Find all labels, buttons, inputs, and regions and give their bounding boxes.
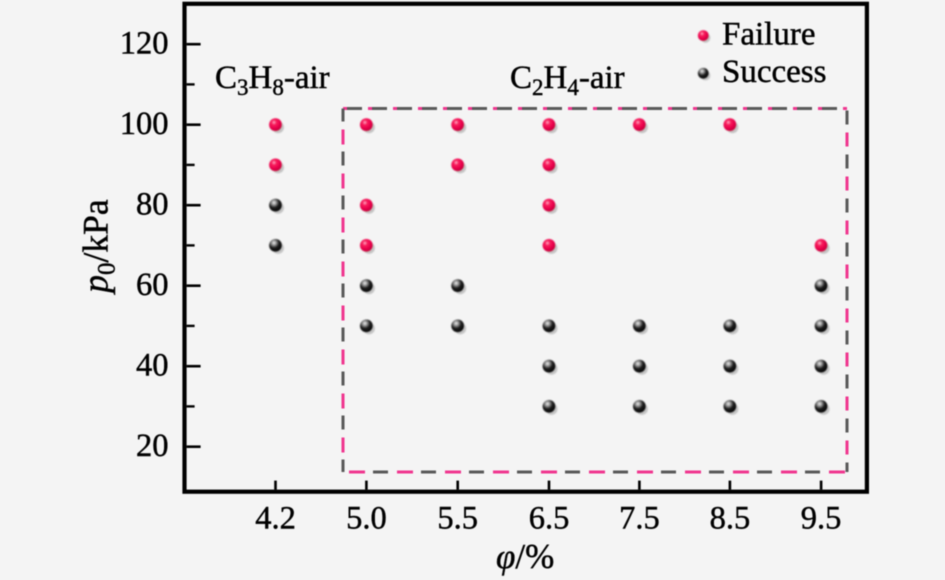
svg-text:20: 20 xyxy=(136,428,169,464)
svg-text:5.0: 5.0 xyxy=(346,501,387,537)
svg-text:C2H4-air: C2H4-air xyxy=(510,60,625,100)
svg-text:5.5: 5.5 xyxy=(437,501,478,537)
svg-text:C3H8-air: C3H8-air xyxy=(215,60,330,100)
svg-text:60: 60 xyxy=(136,267,169,303)
svg-text:9.5: 9.5 xyxy=(801,501,842,537)
svg-text:80: 80 xyxy=(136,187,169,223)
svg-text:100: 100 xyxy=(120,106,169,142)
svg-text:p0/kPa: p0/kPa xyxy=(76,199,121,296)
svg-text:40: 40 xyxy=(136,348,169,384)
svg-text:φ/%: φ/% xyxy=(496,537,554,576)
svg-text:4.2: 4.2 xyxy=(255,501,296,537)
svg-text:Failure: Failure xyxy=(722,17,815,53)
svg-text:7.5: 7.5 xyxy=(619,501,660,537)
svg-text:120: 120 xyxy=(120,26,169,62)
svg-text:8.5: 8.5 xyxy=(710,501,751,537)
svg-text:6.5: 6.5 xyxy=(529,501,570,537)
svg-text:Success: Success xyxy=(722,54,826,90)
